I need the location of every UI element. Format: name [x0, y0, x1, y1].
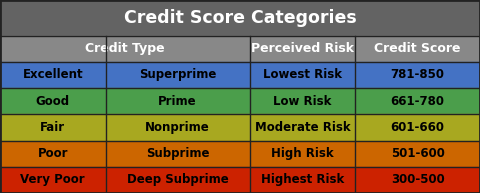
- Text: Nonprime: Nonprime: [145, 121, 210, 134]
- Bar: [0, 114, 480, 141]
- Text: Moderate Risk: Moderate Risk: [254, 121, 350, 134]
- Text: Deep Subprime: Deep Subprime: [127, 173, 228, 186]
- Bar: [0, 0, 480, 36]
- Bar: [0, 88, 480, 114]
- Text: Perceived Risk: Perceived Risk: [251, 42, 354, 55]
- Text: Prime: Prime: [158, 95, 197, 108]
- Bar: [0, 141, 480, 167]
- Bar: [0, 36, 480, 62]
- Text: Credit Type: Credit Type: [85, 42, 165, 55]
- Text: Highest Risk: Highest Risk: [261, 173, 344, 186]
- Text: 501-600: 501-600: [391, 147, 444, 160]
- Text: Lowest Risk: Lowest Risk: [263, 68, 342, 81]
- Text: High Risk: High Risk: [271, 147, 334, 160]
- Text: 601-660: 601-660: [391, 121, 444, 134]
- Text: 661-780: 661-780: [391, 95, 444, 108]
- Text: Credit Score: Credit Score: [374, 42, 461, 55]
- Text: Poor: Poor: [37, 147, 68, 160]
- Bar: [0, 62, 480, 88]
- Bar: [0, 167, 480, 193]
- Text: Subprime: Subprime: [146, 147, 209, 160]
- Text: Low Risk: Low Risk: [273, 95, 332, 108]
- Text: Excellent: Excellent: [23, 68, 83, 81]
- Text: Credit Score Categories: Credit Score Categories: [124, 9, 356, 27]
- Text: 300-500: 300-500: [391, 173, 444, 186]
- Text: Good: Good: [36, 95, 70, 108]
- Text: 781-850: 781-850: [391, 68, 444, 81]
- Text: Superprime: Superprime: [139, 68, 216, 81]
- Text: Very Poor: Very Poor: [21, 173, 85, 186]
- Text: Fair: Fair: [40, 121, 65, 134]
